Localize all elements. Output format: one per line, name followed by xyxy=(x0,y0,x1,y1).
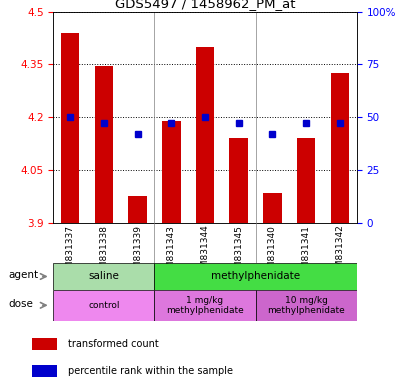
Bar xyxy=(330,73,348,223)
Bar xyxy=(31,338,57,350)
Text: GSM831345: GSM831345 xyxy=(234,225,243,280)
Text: saline: saline xyxy=(88,271,119,281)
Bar xyxy=(61,33,79,223)
Text: GSM831342: GSM831342 xyxy=(335,225,344,280)
Text: GSM831344: GSM831344 xyxy=(200,225,209,280)
Bar xyxy=(154,290,255,321)
Text: transformed count: transformed count xyxy=(68,339,159,349)
Bar xyxy=(195,47,214,223)
Bar xyxy=(162,121,180,223)
Text: control: control xyxy=(88,301,119,310)
Text: 10 mg/kg
methylphenidate: 10 mg/kg methylphenidate xyxy=(267,296,344,315)
Bar xyxy=(154,263,356,290)
Bar xyxy=(53,263,154,290)
Bar xyxy=(296,138,315,223)
Text: methylphenidate: methylphenidate xyxy=(211,271,299,281)
Text: GSM831339: GSM831339 xyxy=(133,225,142,280)
Text: GSM831337: GSM831337 xyxy=(65,225,74,280)
Text: GSM831341: GSM831341 xyxy=(301,225,310,280)
Title: GDS5497 / 1458962_PM_at: GDS5497 / 1458962_PM_at xyxy=(115,0,294,10)
Text: 1 mg/kg
methylphenidate: 1 mg/kg methylphenidate xyxy=(166,296,243,315)
Text: dose: dose xyxy=(8,299,33,309)
Bar xyxy=(94,66,113,223)
Bar xyxy=(31,365,57,377)
Bar xyxy=(229,138,247,223)
Text: agent: agent xyxy=(8,270,38,280)
Text: GSM831338: GSM831338 xyxy=(99,225,108,280)
Bar xyxy=(53,290,154,321)
Text: percentile rank within the sample: percentile rank within the sample xyxy=(68,366,233,376)
Bar xyxy=(128,196,146,223)
Bar xyxy=(255,290,356,321)
Bar xyxy=(263,193,281,223)
Text: GSM831340: GSM831340 xyxy=(267,225,276,280)
Text: GSM831343: GSM831343 xyxy=(166,225,175,280)
